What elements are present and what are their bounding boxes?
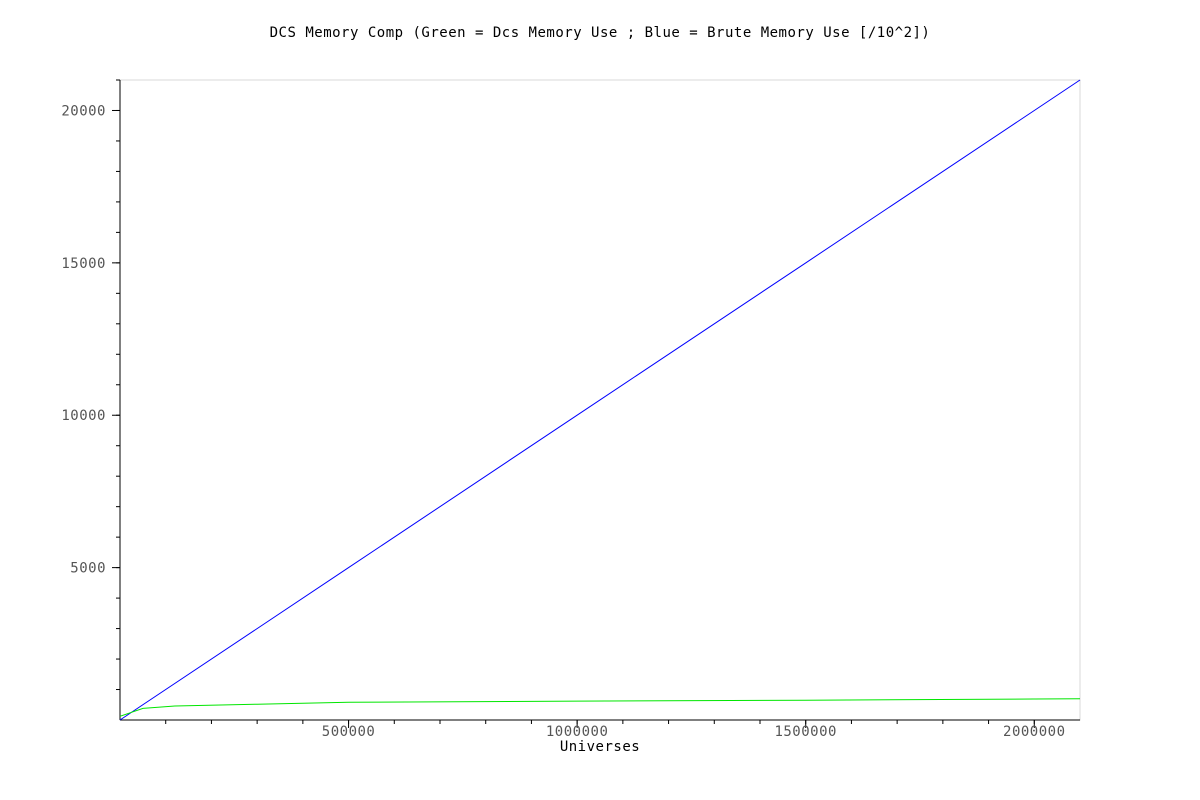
chart-title: DCS Memory Comp (Green = Dcs Memory Use …	[270, 25, 931, 41]
x-axis-title: Universes	[560, 739, 640, 755]
y-tick-label: 15000	[61, 256, 106, 272]
series-line-green	[119, 698, 1081, 717]
axis-ticks: 500000 1000000 1500000 2000000 5000 10000 1500…	[61, 79, 1066, 740]
y-tick-label: 5000	[70, 561, 106, 577]
x-tick-label: 500000	[322, 724, 376, 740]
series-layer	[119, 79, 1081, 721]
x-tick-label: 1000000	[546, 724, 609, 740]
series-line-blue	[119, 79, 1081, 721]
y-tick-label: 20000	[61, 103, 106, 119]
x-tick-label: 1500000	[774, 724, 837, 740]
y-tick-label: 10000	[61, 408, 106, 424]
x-tick-label: 2000000	[1003, 724, 1066, 740]
